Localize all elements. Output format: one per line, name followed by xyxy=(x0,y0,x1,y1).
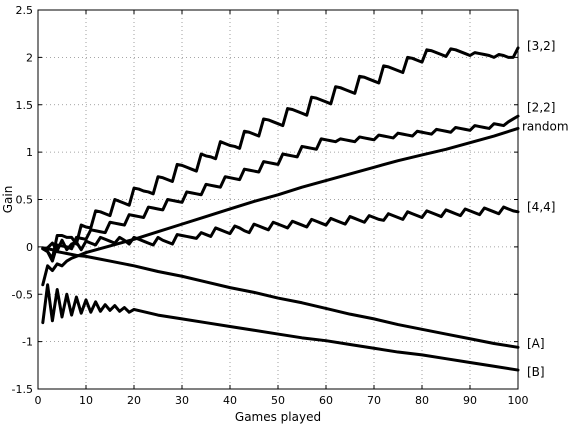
series-label: [B] xyxy=(527,365,545,379)
x-tick-label: 20 xyxy=(127,394,141,407)
series-line-0 xyxy=(41,46,520,260)
x-tick-label: 90 xyxy=(463,394,477,407)
x-tick-label: 80 xyxy=(415,394,429,407)
x-tick-label: 0 xyxy=(35,394,42,407)
x-tick-label: 30 xyxy=(175,394,189,407)
x-tick-label: 60 xyxy=(319,394,333,407)
grid-lines xyxy=(38,10,518,389)
series-lines xyxy=(41,46,520,372)
y-tick-label: -1 xyxy=(22,336,33,349)
series-label: [3,2] xyxy=(527,39,555,53)
y-tick-label: 2 xyxy=(26,51,33,64)
y-tick-label: 2.5 xyxy=(16,4,34,17)
y-tick-label: 1 xyxy=(26,146,33,159)
series-label: random xyxy=(522,120,569,134)
x-tick-label: 50 xyxy=(271,394,285,407)
y-tick-label: -0.5 xyxy=(12,288,33,301)
series-line-4 xyxy=(41,246,520,349)
y-tick-label: 0.5 xyxy=(16,194,34,207)
x-tick-label: 40 xyxy=(223,394,237,407)
tick-marks xyxy=(37,9,519,390)
y-tick-labels: -1.5 -1 -0.5 0 0.5 1 1.5 2 2.5 xyxy=(12,4,33,396)
series-line-1 xyxy=(41,114,520,263)
series-label: [4,4] xyxy=(527,200,555,214)
x-tick-labels: 0 10 20 30 40 50 60 70 80 90 100 xyxy=(35,394,529,407)
x-tick-label: 70 xyxy=(367,394,381,407)
y-tick-label: -1.5 xyxy=(12,383,33,396)
series-label: [A] xyxy=(527,337,545,351)
series-label: [2,2] xyxy=(527,101,555,115)
x-tick-label: 100 xyxy=(508,394,529,407)
y-axis-label: Gain xyxy=(1,186,15,214)
y-tick-label: 0 xyxy=(26,241,33,254)
series-line-3 xyxy=(41,205,520,253)
series-line-5 xyxy=(41,283,520,372)
series-labels: [3,2] [2,2] random [4,4] [A] [B] xyxy=(522,39,569,379)
x-axis-label: Games played xyxy=(235,410,321,424)
y-tick-label: 1.5 xyxy=(16,99,34,112)
series-line-2 xyxy=(41,126,520,287)
x-tick-label: 10 xyxy=(79,394,93,407)
